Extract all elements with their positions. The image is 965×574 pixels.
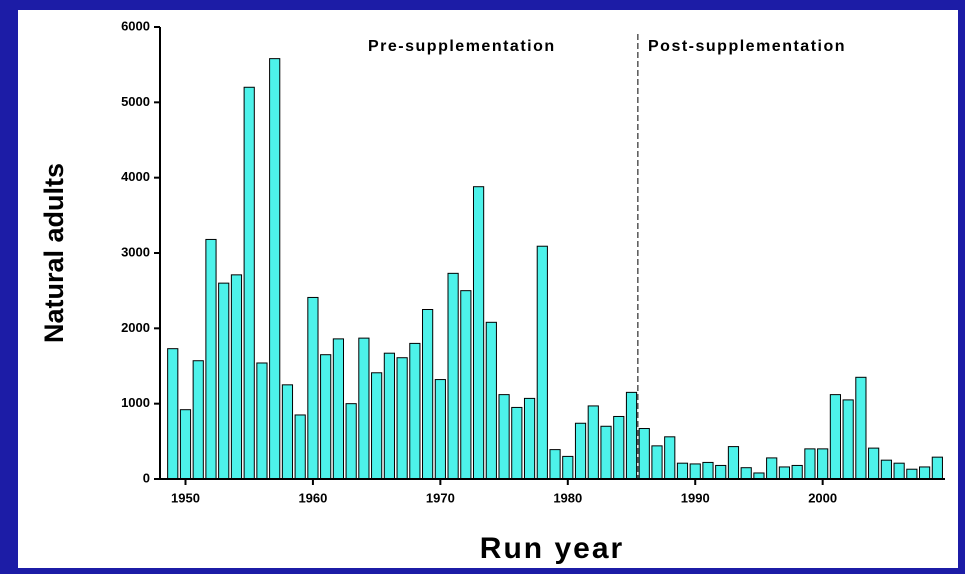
bar (727, 446, 740, 480)
bar (651, 445, 663, 480)
bar (371, 372, 383, 480)
bar (192, 360, 204, 480)
bar (868, 447, 880, 480)
bar (817, 448, 829, 480)
bar (664, 436, 676, 480)
y-tick-label: 3000 (121, 244, 150, 259)
bar (638, 428, 650, 480)
annotation: Post-supplementation (648, 38, 846, 55)
bar (702, 461, 714, 480)
x-tick-label: 1990 (681, 490, 710, 505)
bar (218, 282, 230, 480)
bar (358, 337, 370, 480)
bar (269, 58, 281, 480)
bar (906, 468, 918, 480)
bar (307, 296, 319, 480)
bar (511, 406, 523, 480)
bar (179, 409, 192, 480)
x-axis-label: Run year (480, 532, 624, 565)
bar (766, 457, 778, 480)
y-tick-label: 2000 (121, 320, 150, 335)
bar (409, 342, 421, 480)
bar (804, 448, 816, 480)
bar (613, 415, 625, 480)
y-tick-label: 0 (143, 470, 150, 485)
y-tick-label: 4000 (121, 169, 150, 184)
bar (256, 362, 268, 480)
bar (855, 376, 867, 480)
bar (740, 467, 752, 480)
bar (715, 464, 727, 480)
bar (345, 403, 357, 480)
bar (396, 357, 408, 480)
annotation: Pre-supplementation (368, 38, 556, 55)
bar (919, 466, 931, 480)
x-tick-label: 1950 (171, 490, 200, 505)
bar (460, 290, 472, 480)
bar (562, 455, 574, 480)
bar (791, 464, 803, 480)
bar (536, 245, 548, 480)
x-tick-label: 1970 (426, 490, 455, 505)
bar (689, 463, 701, 480)
bar (485, 321, 497, 480)
bar (574, 422, 587, 480)
bar (893, 462, 905, 480)
bar (842, 399, 854, 480)
bar (383, 352, 395, 480)
bar (676, 462, 689, 480)
bar (880, 459, 892, 480)
bar (281, 384, 294, 480)
bar (447, 272, 459, 480)
y-tick-label: 1000 (121, 395, 150, 410)
bar (205, 238, 217, 480)
bar (498, 394, 510, 480)
x-tick-label: 1960 (298, 490, 327, 505)
bar (778, 466, 791, 480)
y-axis-label: Natural adults (39, 163, 69, 343)
bar (549, 449, 561, 480)
x-tick-label: 1980 (553, 490, 582, 505)
bar (320, 354, 332, 480)
x-tick-label: 2000 (808, 490, 837, 505)
bar (472, 186, 485, 480)
bar (243, 86, 255, 480)
bar (600, 425, 612, 480)
bar (422, 309, 434, 480)
bar (230, 274, 243, 480)
bar (434, 379, 446, 480)
bar (931, 456, 943, 480)
bar (294, 414, 306, 480)
y-tick-label: 5000 (121, 94, 150, 109)
bar (829, 394, 842, 480)
bar (587, 405, 599, 480)
bar (332, 338, 345, 480)
y-tick-label: 6000 (121, 18, 150, 33)
bar (167, 348, 179, 480)
bar (625, 391, 638, 480)
bar (523, 397, 536, 480)
